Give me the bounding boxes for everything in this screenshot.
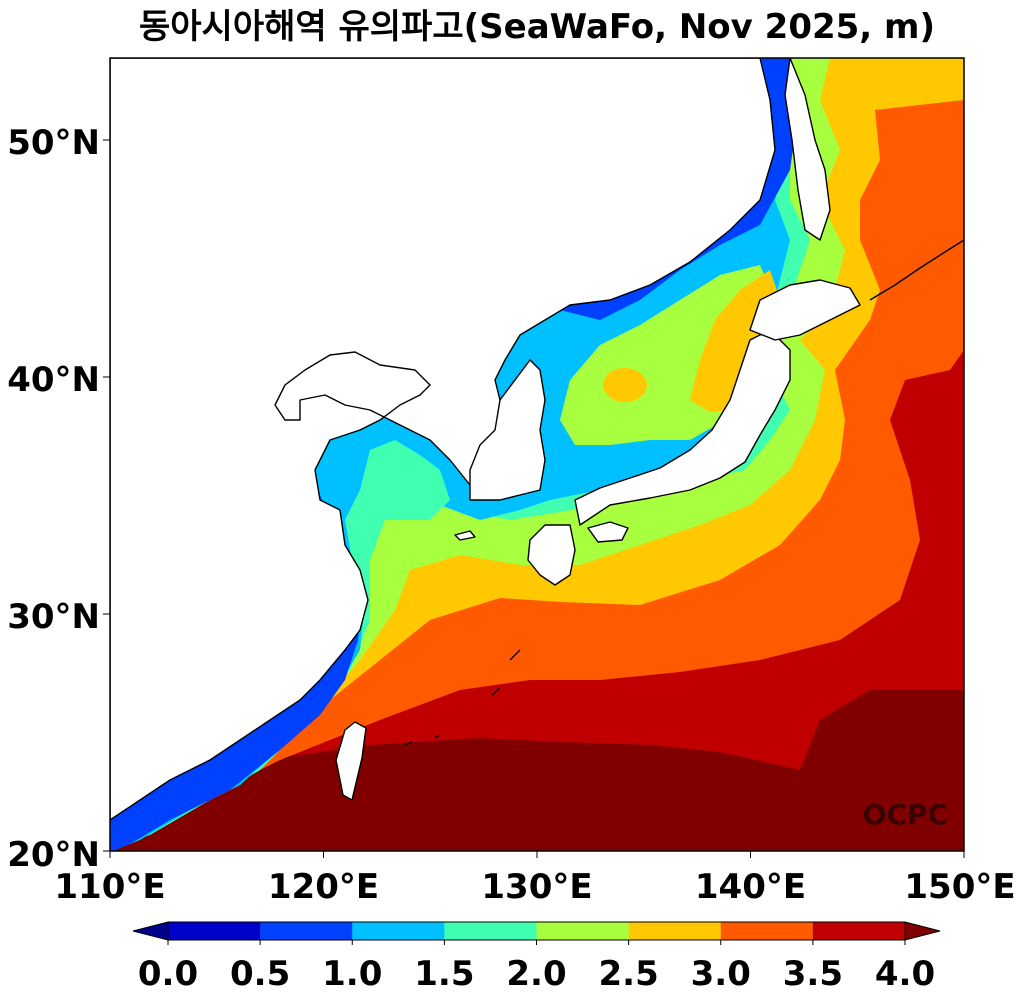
- land-japan-kyushu: [527, 524, 576, 586]
- land-jeju: [454, 530, 476, 541]
- colorbar-segment: [812, 922, 906, 940]
- colorbar-tick-label: 1.5: [414, 954, 474, 994]
- land-taiwan: [335, 721, 367, 801]
- colorbar-segment: [352, 922, 445, 940]
- colorbar-tick-label: 3.0: [691, 954, 751, 994]
- colorbar: 0.0 0.5 1.0 1.5 2.0 2.5 3.0 3.5 4.0: [132, 921, 941, 994]
- land-korean-peninsula: [469, 359, 546, 501]
- x-tick-label: 150°E: [904, 867, 1015, 907]
- y-tick-label: 50°N: [7, 123, 100, 163]
- yellow-sea-green: [360, 440, 450, 520]
- colorbar-tick-label: 0.0: [138, 954, 198, 994]
- x-tick-label: 130°E: [481, 867, 592, 907]
- x-tick-label: 140°E: [695, 867, 806, 907]
- colorbar-segment: [260, 922, 353, 940]
- land-japan-hokkaido: [749, 279, 861, 341]
- sea-of-japan-core-yellow: [603, 368, 647, 402]
- colorbar-tick-label: 2.5: [599, 954, 659, 994]
- colorbar-segment: [536, 922, 630, 940]
- land-asian-continent: [110, 58, 776, 821]
- colorbar-segment: [168, 922, 261, 940]
- colorbar-over-arrow: [904, 921, 941, 941]
- colorbar-tick-label: 0.5: [230, 954, 290, 994]
- map-title: 동아시아해역 유의파고(SeaWaFo, Nov 2025, m): [139, 7, 935, 47]
- colorbar-segment: [628, 922, 722, 940]
- x-tick-label: 110°E: [54, 867, 165, 907]
- y-tick-label: 30°N: [7, 597, 100, 637]
- x-axis: 110°E 120°E 130°E 140°E 150°E: [54, 851, 1016, 907]
- colorbar-segment: [444, 922, 537, 940]
- y-axis: 20°N 30°N 40°N 50°N: [7, 123, 110, 875]
- colorbar-tick-label: 1.0: [322, 954, 382, 994]
- x-tick-label: 120°E: [268, 867, 379, 907]
- colorbar-tick-label: 2.0: [506, 954, 566, 994]
- colorbar-tick-label: 3.5: [783, 954, 843, 994]
- map-panel: OCPC: [110, 58, 964, 851]
- y-tick-label: 20°N: [7, 835, 100, 875]
- ocpc-watermark: OCPC: [863, 798, 948, 831]
- land-kuril-islands: [869, 239, 964, 301]
- land-ryukyu-islands: [404, 649, 521, 746]
- land-sakhalin: [784, 58, 831, 241]
- colorbar-tick-label: 4.0: [875, 954, 935, 994]
- colorbar-segment: [720, 922, 814, 940]
- land-shikoku: [587, 521, 629, 543]
- colorbar-under-arrow: [132, 921, 169, 941]
- y-tick-label: 40°N: [7, 360, 100, 400]
